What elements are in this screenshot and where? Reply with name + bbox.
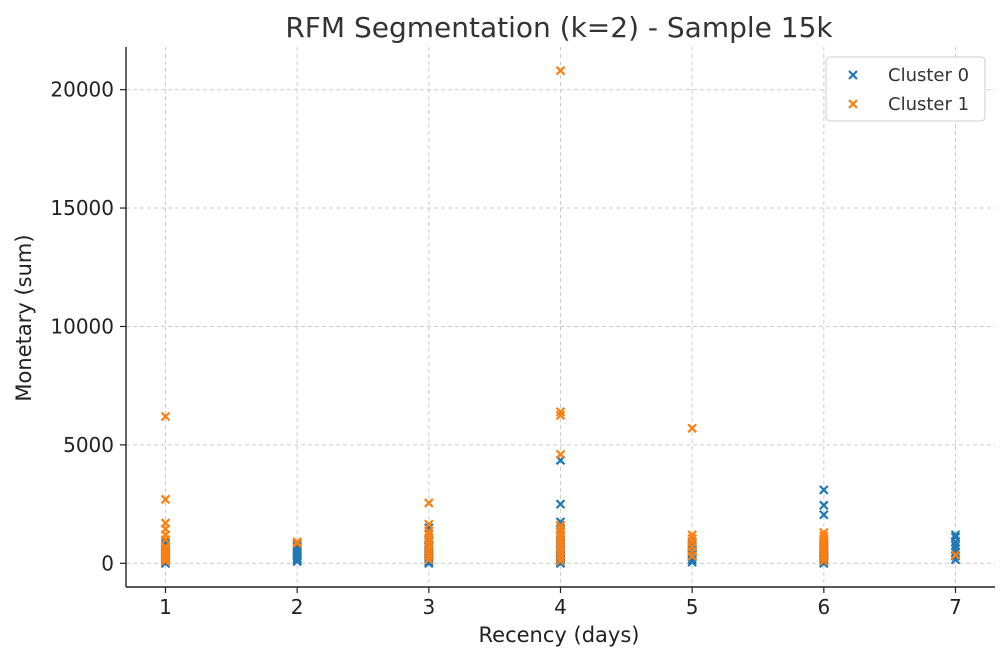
data-point	[819, 509, 829, 520]
axes	[120, 47, 995, 593]
x-tick-label: 5	[686, 595, 699, 619]
data-point	[424, 533, 434, 544]
x-tick-label: 2	[291, 595, 304, 619]
data-point	[950, 532, 961, 543]
data-point	[819, 527, 829, 538]
data-point	[424, 498, 434, 508]
data-point	[424, 519, 434, 530]
data-point	[424, 526, 434, 537]
data-point	[819, 541, 829, 552]
tick-labels: 1 2 3 4 5 6 7 0 5000 10000 15000 20000	[50, 78, 961, 619]
legend: Cluster 0 Cluster 1	[825, 56, 986, 122]
data-point	[950, 550, 961, 560]
series-cluster-1	[160, 65, 961, 566]
y-tick-label: 0	[101, 551, 114, 575]
data-point	[555, 541, 566, 552]
data-point	[424, 537, 434, 547]
data-point	[160, 518, 171, 528]
data-point	[424, 540, 434, 551]
x-tick-label: 7	[949, 595, 962, 619]
data-point	[555, 65, 566, 76]
grid-lines	[126, 47, 995, 587]
y-axis-label: Monetary (sum)	[12, 234, 36, 401]
data-point	[555, 534, 566, 545]
y-tick-label: 10000	[50, 314, 114, 338]
data-point	[819, 545, 829, 556]
data-point	[687, 537, 697, 547]
data-point	[555, 524, 566, 534]
legend-label-cluster-1: Cluster 1	[888, 94, 969, 115]
data-point	[555, 527, 566, 538]
data-point	[950, 540, 961, 551]
data-point	[555, 410, 566, 421]
legend-marker-cluster-0	[848, 70, 858, 80]
data-point	[687, 533, 697, 544]
data-point	[555, 538, 566, 548]
data-point	[160, 544, 171, 554]
data-point	[555, 552, 566, 563]
data-point	[555, 517, 566, 527]
x-tick-label: 1	[159, 595, 172, 619]
data-point	[424, 547, 434, 558]
data-point	[424, 551, 434, 561]
data-point	[950, 530, 961, 540]
legend-box	[825, 56, 986, 122]
x-axis-label: Recency (days)	[479, 623, 640, 647]
x-tick-label: 3	[422, 595, 435, 619]
data-point	[555, 531, 566, 541]
data-point	[160, 541, 171, 552]
data-point	[555, 406, 566, 417]
data-point	[555, 449, 566, 460]
x-tick-label: 6	[817, 595, 830, 619]
data-point	[424, 523, 434, 533]
data-point	[555, 545, 566, 556]
legend-marker-cluster-1	[848, 99, 858, 109]
x-tick-label: 4	[554, 595, 567, 619]
legend-label-cluster-0: Cluster 0	[888, 65, 969, 86]
data-point	[819, 500, 829, 511]
data-point	[687, 530, 697, 540]
data-point	[819, 485, 829, 495]
data-point	[424, 544, 434, 554]
data-point	[555, 499, 566, 509]
data-point	[555, 520, 566, 531]
data-point	[555, 549, 566, 559]
data-point	[160, 411, 171, 422]
chart-title: RFM Segmentation (k=2) - Sample 15k	[285, 11, 833, 44]
y-tick-label: 5000	[63, 433, 114, 457]
data-point	[819, 534, 829, 545]
data-points	[160, 65, 961, 569]
data-point	[160, 494, 171, 505]
data-point	[819, 552, 829, 563]
data-point	[819, 549, 829, 559]
data-point	[292, 537, 302, 547]
data-point	[819, 556, 829, 566]
data-point	[424, 530, 434, 540]
data-point	[819, 538, 829, 548]
y-tick-label: 15000	[50, 196, 114, 220]
data-point	[687, 423, 697, 434]
y-tick-label: 20000	[50, 78, 114, 102]
data-point	[424, 554, 434, 565]
data-point	[555, 556, 566, 566]
data-point	[819, 531, 829, 541]
data-point	[950, 547, 961, 558]
